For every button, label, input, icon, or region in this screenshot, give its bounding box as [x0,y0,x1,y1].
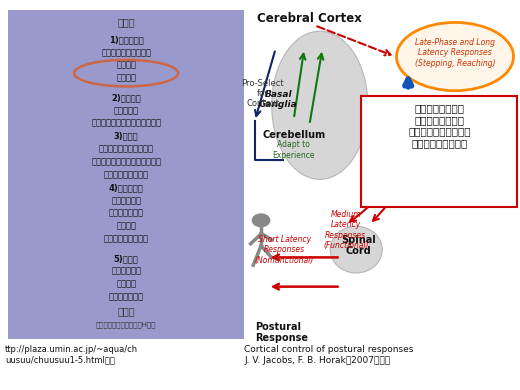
Text: ttp://plaza.umin.ac.jp/~aqua/ch
uusuu/chuusuu1-5.htmlより: ttp://plaza.umin.ac.jp/~aqua/ch uusuu/ch… [5,345,138,365]
Text: 陽性支持反応: 陽性支持反応 [111,267,141,276]
Text: 交叉性移動パターン: 交叉性移動パターン [103,170,149,179]
Text: 局所性移動パターン: 局所性移動パターン [103,235,149,244]
Text: 1)大脳皮質：: 1)大脳皮質： [109,35,144,44]
Text: 平衡反応: 平衡反応 [116,61,136,70]
Text: 随意性: 随意性 [118,18,135,28]
Text: 眼からの立ち直り反応: 眼からの立ち直り反応 [101,48,151,57]
Text: Late-Phase and Long
Latency Responses
(Stepping, Reaching): Late-Phase and Long Latency Responses (S… [414,38,496,67]
Text: 2)基底核：: 2)基底核： [111,93,141,102]
Text: 緊張性頸反射: 緊張性頸反射 [111,196,141,205]
Text: 交叉性伸展反射: 交叉性伸展反射 [109,292,144,301]
Text: 巧緻動作遂行のための姿勢保持: 巧緻動作遂行のための姿勢保持 [91,119,161,128]
Text: Cerebral Cortex: Cerebral Cortex [257,12,362,25]
Text: 連合反応: 連合反応 [116,222,136,231]
FancyBboxPatch shape [361,96,517,207]
Text: 3)中脳：: 3)中脳： [114,132,138,141]
Text: 自動性: 自動性 [118,306,135,316]
Text: Pro-Select
for
Context: Pro-Select for Context [241,79,284,108]
Text: 伸前突伸: 伸前突伸 [116,280,136,289]
Text: Adapt to
Experience: Adapt to Experience [272,140,315,160]
FancyBboxPatch shape [8,10,244,339]
Text: 迷路からの立ち直り反応: 迷路からの立ち直り反応 [99,145,153,154]
Text: （灰白質は中心窩を囲みH状）: （灰白質は中心窩を囲みH状） [96,322,157,328]
Text: 緊張性迷路反射: 緊張性迷路反射 [109,209,144,218]
Text: Spinal
Cord: Spinal Cord [342,235,376,257]
Text: Postural
Response: Postural Response [255,322,308,343]
Text: 習慣的行動: 習慣的行動 [113,106,139,115]
Circle shape [252,213,270,227]
Text: 頸部・体幹からの立ち直り反射: 頸部・体幹からの立ち直り反射 [91,158,161,167]
Text: Short Latency
Responses
(Nonfunctional): Short Latency Responses (Nonfunctional) [255,235,314,264]
Text: 4)橋・延髄：: 4)橋・延髄： [109,183,144,192]
Ellipse shape [271,31,368,179]
Ellipse shape [330,226,382,273]
Text: Basal
Ganglia: Basal Ganglia [259,90,297,109]
Text: 把握反応: 把握反応 [116,74,136,83]
Text: 5)脊髄：: 5)脊髄： [114,254,138,263]
Text: Cerebellum: Cerebellum [262,129,326,140]
Ellipse shape [397,22,514,91]
Text: Cortical control of postural responses
J. V. Jacobs, F. B. Horak（2007）より: Cortical control of postural responses J… [244,345,414,365]
Text: Brainstem: Brainstem [417,149,436,206]
Text: Medium
Latency
Responses
(Functional): Medium Latency Responses (Functional) [323,210,369,250]
Text: 長い潜在は皮質が
関与するとして、
ステッピングとリーチ
ングを挙げています: 長い潜在は皮質が 関与するとして、 ステッピングとリーチ ングを挙げています [408,103,471,148]
